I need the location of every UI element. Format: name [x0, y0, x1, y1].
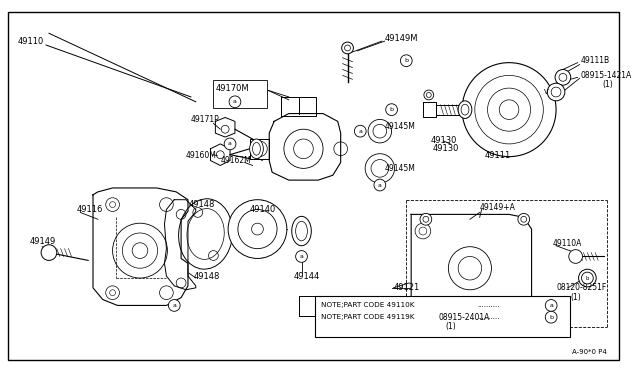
Ellipse shape [250, 139, 263, 158]
Text: 49171P: 49171P [191, 115, 220, 124]
Polygon shape [211, 144, 230, 166]
Text: a: a [300, 254, 303, 259]
Ellipse shape [292, 217, 311, 246]
Circle shape [229, 96, 241, 108]
Circle shape [555, 70, 571, 85]
Circle shape [582, 272, 593, 284]
Circle shape [436, 296, 454, 314]
Text: b: b [549, 315, 553, 320]
Text: b: b [390, 107, 394, 112]
Text: 49148: 49148 [194, 272, 220, 280]
Text: 49111: 49111 [484, 151, 511, 160]
Circle shape [132, 243, 148, 259]
Circle shape [342, 42, 353, 54]
Text: a: a [378, 183, 382, 187]
Text: 49149: 49149 [29, 237, 56, 246]
Circle shape [401, 55, 412, 67]
Circle shape [569, 250, 582, 263]
Polygon shape [216, 118, 235, 137]
Circle shape [545, 311, 557, 323]
Polygon shape [436, 105, 460, 115]
Text: a: a [233, 99, 237, 104]
Text: 49116: 49116 [76, 205, 103, 214]
Circle shape [462, 62, 556, 157]
Circle shape [579, 269, 596, 287]
Text: 49145M: 49145M [385, 122, 415, 131]
Text: 49121: 49121 [394, 283, 420, 292]
Text: (1): (1) [445, 323, 456, 331]
Text: V: V [544, 89, 548, 95]
Circle shape [545, 299, 557, 311]
Circle shape [368, 119, 392, 143]
Text: ..........: .......... [477, 302, 500, 308]
Text: a: a [228, 141, 232, 147]
Circle shape [518, 214, 530, 225]
Circle shape [228, 200, 287, 259]
Text: 49162M: 49162M [220, 156, 251, 165]
Text: 49144: 49144 [294, 272, 320, 280]
Text: 49170M: 49170M [216, 84, 249, 93]
Polygon shape [423, 102, 436, 118]
Circle shape [41, 245, 57, 260]
Text: 08120-8251F: 08120-8251F [556, 283, 606, 292]
Circle shape [296, 251, 307, 262]
Circle shape [547, 83, 565, 101]
Text: 49110: 49110 [18, 36, 44, 46]
Polygon shape [164, 200, 196, 290]
Text: 49145M: 49145M [385, 164, 415, 173]
Text: ..........: .......... [477, 314, 500, 320]
Text: 49140: 49140 [250, 205, 276, 214]
Polygon shape [411, 214, 532, 324]
Circle shape [499, 100, 519, 119]
Text: a: a [549, 303, 553, 308]
Text: 49110A: 49110A [553, 239, 582, 248]
Circle shape [252, 223, 263, 235]
Text: 49111B: 49111B [580, 56, 610, 65]
Text: 49130: 49130 [433, 144, 459, 153]
Text: 08915-2401A: 08915-2401A [438, 313, 490, 322]
Text: 49130: 49130 [431, 137, 457, 145]
Bar [316, 296, 570, 337]
Circle shape [168, 299, 180, 311]
Polygon shape [269, 113, 340, 180]
Circle shape [424, 90, 434, 100]
Text: (1): (1) [571, 293, 582, 302]
Circle shape [365, 154, 394, 183]
Text: 08915-1421A: 08915-1421A [580, 71, 632, 80]
Text: b: b [586, 276, 589, 280]
Text: b: b [404, 58, 408, 63]
Circle shape [355, 125, 366, 137]
Circle shape [374, 179, 386, 191]
Circle shape [420, 214, 432, 225]
Ellipse shape [458, 101, 472, 118]
Text: a: a [358, 129, 362, 134]
Polygon shape [281, 97, 316, 116]
Text: V: V [433, 302, 438, 308]
Polygon shape [93, 188, 188, 305]
Text: 49149+A: 49149+A [480, 203, 516, 212]
Text: NOTE;PART CODE 49110K: NOTE;PART CODE 49110K [321, 302, 415, 308]
Circle shape [224, 138, 236, 150]
Text: 49148: 49148 [189, 200, 215, 209]
Circle shape [386, 104, 397, 116]
Polygon shape [250, 139, 269, 158]
Text: 49149M: 49149M [385, 34, 418, 43]
Bar [213, 80, 268, 108]
Text: 49160M: 49160M [186, 151, 217, 160]
Text: (1): (1) [602, 80, 613, 89]
Text: NOTE;PART CODE 49119K: NOTE;PART CODE 49119K [321, 314, 415, 320]
Text: A-90*0 P4: A-90*0 P4 [572, 349, 607, 355]
Ellipse shape [179, 199, 232, 269]
Text: a: a [172, 303, 176, 308]
